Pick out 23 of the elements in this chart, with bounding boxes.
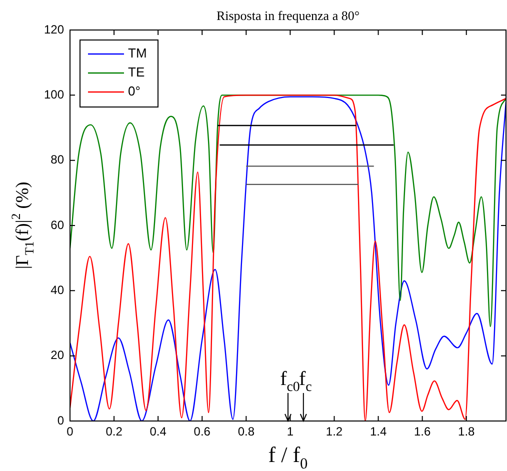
x-tick-label: 1.4 xyxy=(370,424,387,439)
y-axis-title: |ΓT1(f)|2 (%) xyxy=(8,182,36,270)
legend-label: TM xyxy=(128,46,147,61)
x-tick-label: 0 xyxy=(66,424,74,439)
y-tick-label: 40 xyxy=(50,282,64,297)
x-tick-label: 1.6 xyxy=(414,424,431,439)
y-tick-label: 20 xyxy=(50,348,64,362)
y-tick-label: 120 xyxy=(44,22,64,36)
x-tick-label: 0.2 xyxy=(106,424,123,439)
x-tick-label: 0.6 xyxy=(194,424,211,439)
x-tick-label: 1 xyxy=(286,424,294,439)
legend-label: 0° xyxy=(128,84,140,99)
y-tick-label: 60 xyxy=(50,218,64,232)
x-tick-label: 1.8 xyxy=(458,424,476,439)
legend-label: TE xyxy=(128,64,145,80)
y-tick-label: 100 xyxy=(44,87,64,102)
line-series xyxy=(70,94,506,328)
chart-title: Risposta in frequenza a 80° xyxy=(216,8,360,23)
x-tick-label: 1.2 xyxy=(326,424,343,439)
y-tick-label: 0 xyxy=(57,413,64,428)
x-tick-label: 0.8 xyxy=(238,424,255,439)
x-tick-label: 0.4 xyxy=(150,424,167,439)
y-tick-label: 80 xyxy=(50,152,64,167)
